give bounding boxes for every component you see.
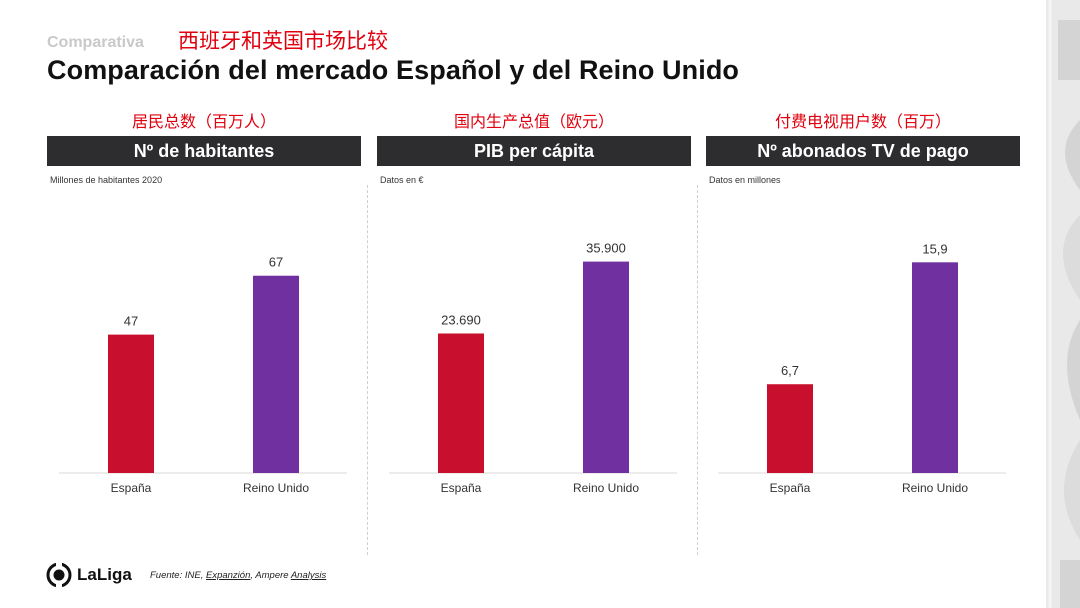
bar-reino-unido — [583, 261, 629, 473]
bar-espana — [108, 334, 154, 473]
source-note: Fuente: INE, Expanzión, Ampere Analysis — [150, 570, 326, 581]
panel-chinese-label: 居民总数（百万人） — [131, 112, 276, 131]
chart-panel-pib: 国内生产总值（欧元） PIB per cápita Datos en € 23.… — [377, 108, 691, 553]
panel-divider — [367, 185, 368, 555]
panel-header: Nº abonados TV de pago — [706, 136, 1020, 166]
source-mid: , Ampere — [250, 570, 291, 581]
panel-note: Datos en millones — [709, 175, 781, 185]
panel-chinese-label: 国内生产总值（欧元） — [453, 112, 614, 131]
panel-note: Datos en € — [380, 175, 424, 185]
category-label: Reino Unido — [902, 481, 968, 495]
bar-chart-tv: 6,7 España 15,9 Reino Unido — [718, 241, 1006, 495]
eyebrow-label: Comparativa — [47, 34, 144, 51]
data-label: 15,9 — [922, 241, 947, 256]
category-label: España — [441, 481, 482, 495]
bar-espana — [767, 384, 813, 473]
bar-reino-unido — [912, 262, 958, 473]
bar-chart-pib: 23.690 España 35.900 Reino Unido — [389, 241, 677, 495]
category-label: Reino Unido — [573, 481, 639, 495]
panel-chinese-label: 付费电视用户数（百万） — [774, 112, 951, 131]
panel-divider — [697, 185, 698, 555]
bar-espana — [438, 333, 484, 473]
panel-header: PIB per cápita — [377, 136, 691, 166]
category-label: España — [111, 481, 152, 495]
chart-panel-habitantes: 居民总数（百万人） Nº de habitantes Millones de h… — [47, 108, 361, 553]
brand-name: LaLiga — [77, 565, 132, 584]
chart-panel-tv: 付费电视用户数（百万） Nº abonados TV de pago Datos… — [706, 108, 1020, 553]
category-label: España — [770, 481, 811, 495]
panel-header: Nº de habitantes — [47, 136, 361, 166]
data-label: 67 — [269, 255, 283, 270]
data-label: 47 — [124, 314, 138, 329]
bar-chart-habitantes: 47 España 67 Reino Unido — [59, 255, 347, 495]
data-label: 35.900 — [586, 241, 626, 256]
laliga-logo: LaLiga — [46, 562, 132, 588]
bar-reino-unido — [253, 275, 299, 473]
side-stripes-decoration — [1046, 0, 1080, 608]
source-link-expanzion[interactable]: Expanzión — [205, 570, 251, 581]
data-label: 23.690 — [441, 312, 481, 327]
source-link-analysis[interactable]: Analysis — [290, 570, 327, 581]
source-prefix: Fuente: INE, — [150, 570, 206, 581]
page-title: Comparación del mercado Español y del Re… — [47, 55, 740, 85]
panel-note: Millones de habitantes 2020 — [50, 175, 163, 185]
chinese-title: 西班牙和英国市场比较 — [178, 29, 388, 53]
category-label: Reino Unido — [243, 481, 309, 495]
data-label: 6,7 — [781, 363, 799, 378]
laliga-logo-icon — [46, 562, 72, 588]
